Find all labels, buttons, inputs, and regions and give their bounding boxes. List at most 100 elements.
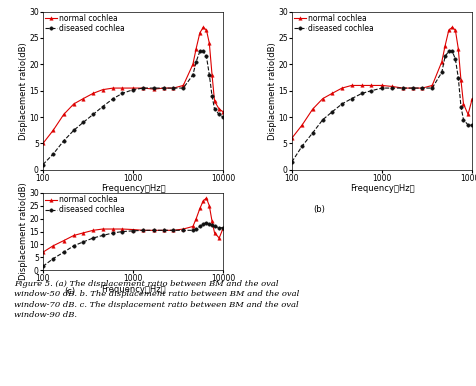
diseased cochlea — [216, 112, 221, 117]
diseased cochlea — [119, 229, 125, 234]
Line: normal cochlea: normal cochlea — [289, 26, 473, 140]
diseased cochlea — [203, 54, 209, 59]
diseased cochlea — [206, 222, 212, 226]
Y-axis label: Displacement ratio(dB): Displacement ratio(dB) — [19, 183, 28, 281]
Text: (b): (b) — [312, 205, 324, 214]
diseased cochlea — [216, 225, 221, 230]
diseased cochlea — [455, 75, 460, 80]
diseased cochlea — [61, 250, 67, 254]
normal cochlea — [80, 96, 86, 101]
diseased cochlea — [170, 228, 176, 233]
normal cochlea — [161, 86, 167, 90]
diseased cochlea — [180, 228, 186, 233]
normal cochlea — [110, 86, 116, 90]
diseased cochlea — [457, 104, 463, 109]
diseased cochlea — [80, 240, 86, 244]
normal cochlea — [61, 112, 67, 117]
diseased cochlea — [445, 49, 451, 53]
diseased cochlea — [211, 224, 217, 229]
diseased cochlea — [338, 102, 344, 106]
normal cochlea — [119, 227, 125, 231]
diseased cochlea — [211, 107, 217, 112]
Text: (a): (a) — [64, 205, 76, 214]
normal cochlea — [71, 102, 77, 106]
normal cochlea — [189, 224, 195, 229]
diseased cochlea — [203, 220, 209, 225]
diseased cochlea — [388, 86, 394, 90]
diseased cochlea — [464, 123, 470, 127]
Y-axis label: Displacement ratio(dB): Displacement ratio(dB) — [19, 42, 28, 140]
normal cochlea — [110, 227, 116, 231]
diseased cochlea — [40, 264, 46, 269]
normal cochlea — [464, 112, 470, 117]
normal cochlea — [209, 73, 215, 77]
diseased cochlea — [189, 228, 195, 233]
normal cochlea — [130, 86, 136, 90]
normal cochlea — [61, 238, 67, 243]
normal cochlea — [151, 87, 157, 91]
normal cochlea — [220, 110, 226, 114]
diseased cochlea — [119, 91, 125, 96]
normal cochlea — [409, 86, 415, 90]
diseased cochlea — [110, 96, 116, 101]
diseased cochlea — [428, 86, 434, 90]
diseased cochlea — [50, 152, 56, 156]
diseased cochlea — [328, 110, 334, 114]
normal cochlea — [428, 83, 434, 88]
normal cochlea — [203, 28, 209, 32]
normal cochlea — [200, 25, 206, 30]
normal cochlea — [130, 227, 136, 232]
diseased cochlea — [460, 117, 466, 122]
normal cochlea — [211, 99, 217, 103]
normal cochlea — [338, 86, 344, 90]
diseased cochlea — [50, 256, 56, 261]
diseased cochlea — [151, 228, 157, 233]
diseased cochlea — [90, 236, 96, 240]
diseased cochlea — [71, 128, 77, 132]
normal cochlea — [367, 83, 373, 88]
Text: Figure 5. (a) The displacement ratio between BM and the oval
window-50 dB. b. Th: Figure 5. (a) The displacement ratio bet… — [14, 280, 299, 319]
diseased cochlea — [197, 224, 202, 229]
normal cochlea — [50, 128, 56, 132]
X-axis label: Frequency（Hz）: Frequency（Hz） — [349, 185, 414, 193]
diseased cochlea — [209, 94, 215, 98]
diseased cochlea — [220, 225, 226, 230]
normal cochlea — [211, 230, 217, 235]
diseased cochlea — [80, 120, 86, 125]
diseased cochlea — [170, 86, 176, 90]
normal cochlea — [180, 83, 186, 88]
normal cochlea — [193, 46, 198, 51]
diseased cochlea — [99, 104, 105, 109]
diseased cochlea — [180, 86, 186, 90]
normal cochlea — [388, 84, 394, 89]
normal cochlea — [288, 136, 294, 141]
normal cochlea — [452, 28, 457, 32]
Line: diseased cochlea: diseased cochlea — [41, 49, 225, 166]
normal cochlea — [197, 30, 202, 35]
normal cochlea — [71, 233, 77, 238]
normal cochlea — [418, 86, 424, 90]
normal cochlea — [193, 217, 198, 221]
normal cochlea — [309, 107, 315, 112]
diseased cochlea — [193, 227, 198, 231]
normal cochlea — [206, 203, 212, 208]
diseased cochlea — [288, 159, 294, 164]
normal cochlea — [445, 28, 451, 32]
normal cochlea — [216, 107, 221, 112]
Y-axis label: Displacement ratio(dB): Displacement ratio(dB) — [267, 42, 276, 140]
diseased cochlea — [71, 244, 77, 248]
normal cochlea — [455, 46, 460, 51]
normal cochlea — [90, 91, 96, 96]
normal cochlea — [328, 91, 334, 96]
diseased cochlea — [130, 87, 136, 92]
normal cochlea — [200, 198, 206, 203]
Line: diseased cochlea: diseased cochlea — [41, 221, 225, 268]
normal cochlea — [468, 96, 474, 101]
diseased cochlea — [452, 57, 457, 61]
normal cochlea — [80, 230, 86, 235]
diseased cochlea — [151, 86, 157, 90]
diseased cochlea — [40, 162, 46, 167]
diseased cochlea — [161, 228, 167, 233]
normal cochlea — [170, 86, 176, 90]
normal cochlea — [399, 86, 405, 90]
